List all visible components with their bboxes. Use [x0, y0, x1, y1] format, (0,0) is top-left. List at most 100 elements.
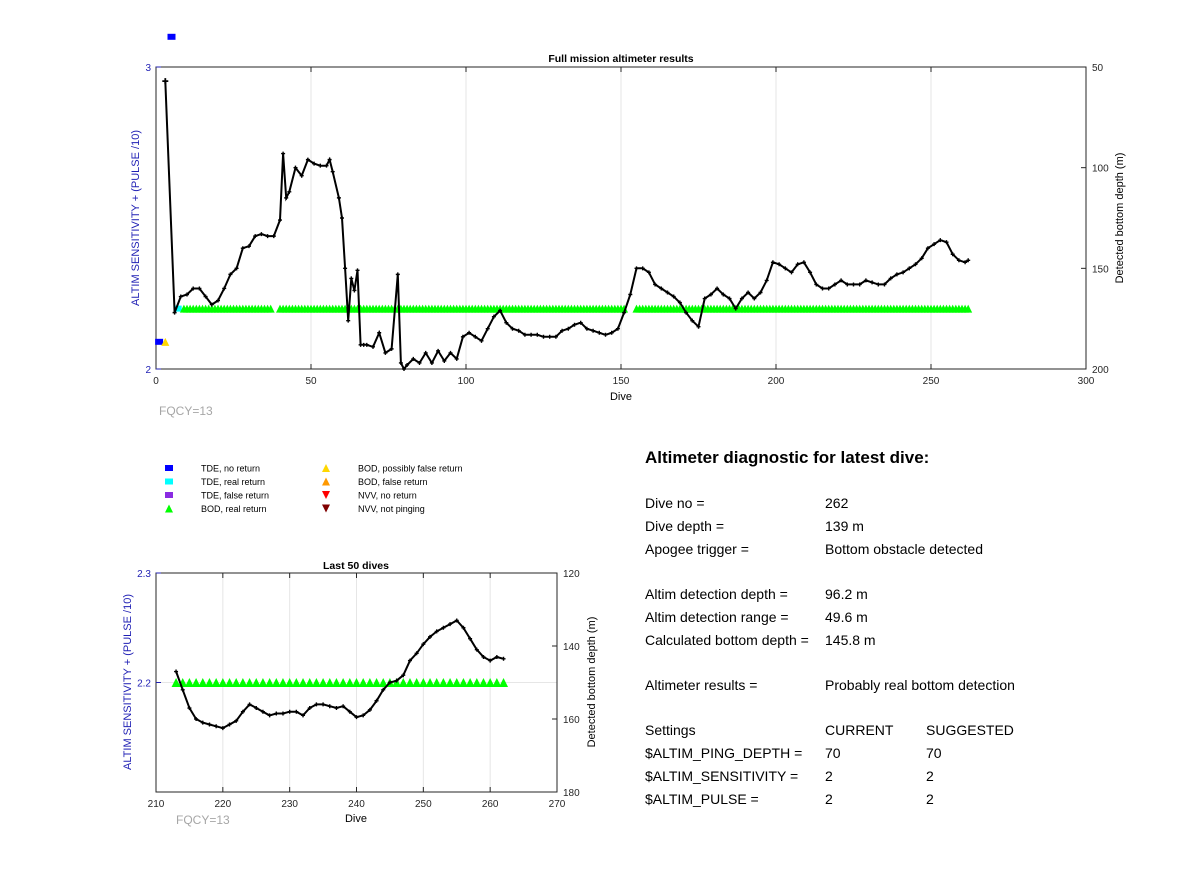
- top-depth-point: [197, 286, 202, 291]
- top-depth-point: [591, 328, 596, 333]
- bot-marker-bod-real-return: [305, 678, 315, 687]
- top-depth-point: [460, 334, 465, 339]
- bot-depth-point: [234, 718, 239, 723]
- top-depth-point: [702, 296, 707, 301]
- top-depth-point: [894, 272, 899, 277]
- top-depth-point: [318, 163, 323, 168]
- top-depth-point: [398, 360, 403, 365]
- top-chart-ylabel-right: Detected bottom depth (m): [1114, 153, 1126, 284]
- top-depth-point: [913, 262, 918, 267]
- diag-row-results: Altimeter results = Probably real bottom…: [645, 674, 1185, 697]
- top-depth-point: [659, 286, 664, 291]
- setting-current: 70: [825, 745, 841, 761]
- top-depth-point: [653, 282, 658, 287]
- bot-marker-bod-real-return: [499, 678, 509, 687]
- top-depth-point: [299, 173, 304, 178]
- top-y-right-tick-label: 100: [1092, 164, 1109, 175]
- top-depth-point: [371, 344, 375, 349]
- top-depth-point: [727, 296, 732, 301]
- bot-depth-point: [421, 642, 426, 647]
- top-y-right-tick-label: 50: [1092, 63, 1104, 74]
- bot-marker-bod-real-return: [204, 678, 214, 687]
- diag-row-detection-range: Altim detection range = 49.6 m: [645, 606, 1185, 629]
- bot-depth-point: [254, 706, 259, 711]
- top-depth-point: [820, 286, 825, 291]
- top-depth-point: [222, 286, 227, 291]
- bot-marker-bod-real-return: [352, 678, 361, 687]
- bot-marker-bod-real-return: [438, 678, 448, 687]
- top-depth-point: [343, 266, 348, 271]
- top-chart-ylabel-left: ALTIM SENSITIVITY + (PULSE /10): [130, 130, 142, 306]
- altimeter-diagnostic-panel: Altimeter diagnostic for latest dive: Di…: [645, 448, 1185, 811]
- bot-depth-point: [407, 658, 412, 663]
- legend-swatch: [165, 465, 173, 471]
- top-depth-point: [615, 326, 620, 331]
- top-depth-point: [417, 360, 422, 365]
- top-depth-point: [541, 334, 546, 339]
- top-depth-point: [746, 290, 751, 295]
- top-x-tick-label: 300: [1078, 376, 1095, 387]
- legend-swatch: [165, 492, 173, 498]
- top-depth-point: [690, 318, 695, 323]
- top-depth-point: [228, 272, 233, 277]
- bottom-chart-title: Last 50 dives: [323, 560, 389, 572]
- top-depth-point: [352, 288, 357, 293]
- top-depth-point: [510, 326, 515, 331]
- top-depth-point: [907, 266, 912, 271]
- legend-swatch: [165, 504, 173, 513]
- top-depth-point: [839, 278, 844, 283]
- top-marker-bod-possibly-false-return: [161, 337, 170, 346]
- bot-depth-point: [220, 726, 225, 731]
- bot-depth-point: [374, 698, 379, 703]
- bot-depth-point: [180, 687, 185, 692]
- top-x-tick-label: 100: [458, 376, 475, 387]
- bot-depth-point: [334, 706, 339, 711]
- top-depth-point: [715, 286, 720, 291]
- bot-depth-point: [347, 709, 352, 714]
- bot-marker-bod-real-return: [171, 678, 181, 687]
- top-depth-point: [640, 266, 645, 271]
- legend-label: TDE, no return: [201, 464, 260, 474]
- bot-depth-point: [187, 706, 192, 711]
- top-depth-point: [733, 306, 738, 311]
- top-depth-point: [522, 332, 527, 337]
- top-marker-tde-no-return: [167, 33, 176, 40]
- top-depth-point: [888, 276, 893, 281]
- top-depth-point: [814, 282, 819, 287]
- bot-depth-point: [280, 711, 285, 716]
- bot-depth-point: [488, 658, 493, 663]
- bot-marker-bod-real-return: [478, 678, 488, 687]
- bot-depth-point: [307, 706, 312, 711]
- bottom-chart-fqcy: FQCY=13: [176, 813, 230, 827]
- diag-row-apogee: Apogee trigger = Bottom obstacle detecte…: [645, 538, 1185, 561]
- bot-depth-point: [441, 625, 446, 630]
- bot-x-tick-label: 210: [148, 799, 165, 810]
- top-depth-point: [622, 310, 627, 315]
- top-marker-bod-real-return: [620, 304, 629, 313]
- bot-marker-bod-real-return: [445, 678, 455, 687]
- bot-marker-bod-real-return: [452, 678, 462, 687]
- bot-x-tick-label: 220: [214, 799, 231, 810]
- top-depth-point: [944, 240, 949, 245]
- top-depth-point: [504, 320, 509, 325]
- top-depth-point: [271, 234, 276, 239]
- diagnostic-title: Altimeter diagnostic for latest dive:: [645, 448, 930, 467]
- bot-depth-point: [461, 625, 466, 630]
- apogee-label: Apogee trigger =: [645, 541, 749, 557]
- top-x-tick-label: 0: [153, 376, 159, 387]
- top-depth-point: [764, 278, 769, 283]
- top-bottom-depth-line: [164, 81, 969, 371]
- bottom-chart-ylabel-right: Detected bottom depth (m): [586, 617, 598, 748]
- legend-swatch: [322, 477, 330, 486]
- bot-marker-bod-real-return: [311, 678, 321, 687]
- current-header: CURRENT: [825, 722, 894, 738]
- top-depth-point: [293, 165, 298, 170]
- setting-current: 2: [825, 791, 833, 807]
- top-depth-point: [284, 195, 289, 200]
- bot-depth-point: [501, 656, 506, 661]
- bot-depth-point: [214, 724, 219, 729]
- results-value: Probably real bottom detection: [825, 677, 1015, 693]
- dive-no-value: 262: [825, 495, 849, 511]
- apogee-value: Bottom obstacle detected: [825, 541, 983, 557]
- bot-depth-point: [194, 717, 199, 721]
